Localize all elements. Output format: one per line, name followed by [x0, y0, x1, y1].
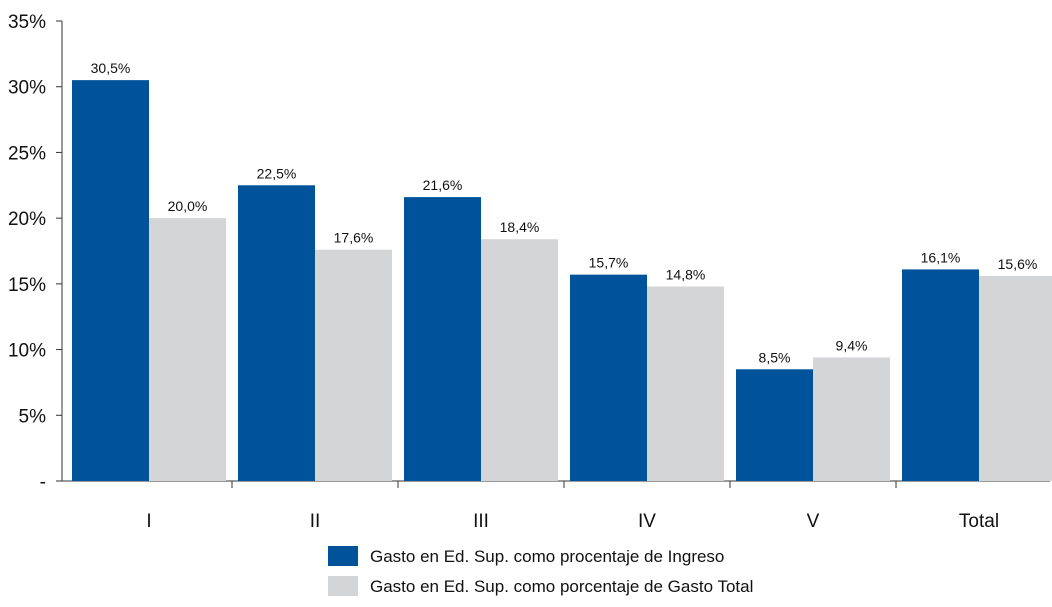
bar-data-label: 21,6%	[423, 177, 463, 193]
bar-series-2	[813, 357, 890, 481]
x-category-label: III	[473, 511, 489, 532]
y-tick-label: 15%	[8, 275, 46, 296]
bar-series-2	[979, 275, 1052, 481]
legend-label-1: Gasto en Ed. Sup. como procentaje de Ing…	[370, 547, 724, 566]
legend: Gasto en Ed. Sup. como procentaje de Ing…	[328, 546, 753, 596]
bar-series-1	[404, 197, 481, 481]
bars: 30,5% 20,0% 22,5% 17,6% 21,6% 18,4% 15,7% 14,8%…	[72, 60, 1052, 482]
bar-data-label: 16,1%	[921, 249, 961, 265]
x-category-label: I	[146, 511, 151, 532]
bar-series-1	[570, 274, 647, 481]
bar-data-label: 14,8%	[666, 266, 706, 282]
x-axis: I II III IV V Total	[62, 480, 1050, 532]
x-category-label: II	[310, 511, 321, 532]
y-tick-label: 10%	[8, 341, 46, 362]
legend-swatch-2	[328, 576, 358, 596]
bar-data-label: 20,0%	[168, 198, 208, 214]
bar-data-label: 8,5%	[759, 349, 791, 365]
bar-data-label: 30,5%	[91, 60, 131, 76]
y-axis: - 5% 10% 15% 20% 25% 30% 35%	[8, 12, 63, 493]
x-category-label: V	[807, 511, 820, 532]
x-category-label: Total	[959, 511, 999, 532]
bar-series-2	[647, 286, 724, 481]
bar-series-1	[736, 369, 813, 481]
y-tick-label: 5%	[19, 406, 47, 427]
y-tick-label: 35%	[8, 12, 46, 33]
legend-label-2: Gasto en Ed. Sup. como porcentaje de Gas…	[370, 577, 753, 596]
bar-series-1	[238, 185, 315, 482]
bar-data-label: 15,7%	[589, 255, 629, 271]
y-tick-label: 30%	[8, 78, 46, 99]
bar-data-label: 22,5%	[257, 165, 297, 181]
bar-data-label: 9,4%	[836, 337, 868, 353]
x-category-label: IV	[638, 511, 656, 532]
y-tick-label: -	[40, 472, 46, 493]
bar-series-2	[481, 239, 558, 481]
bar-series-2	[149, 218, 226, 481]
bar-series-1	[902, 269, 979, 481]
bar-data-label: 17,6%	[334, 230, 374, 246]
bar-series-2	[315, 249, 392, 481]
y-tick-label: 25%	[8, 143, 46, 164]
bar-series-1	[72, 80, 149, 482]
legend-swatch-1	[328, 546, 358, 566]
bar-data-label: 18,4%	[500, 219, 540, 235]
y-tick-label: 20%	[8, 209, 46, 230]
bar-data-label: 15,6%	[998, 256, 1038, 272]
